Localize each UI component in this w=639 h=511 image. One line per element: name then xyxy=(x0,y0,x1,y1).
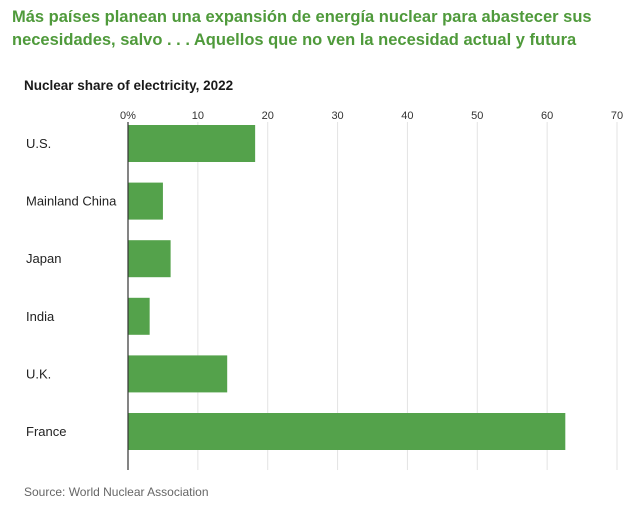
bar-japan xyxy=(128,240,171,278)
category-label: France xyxy=(26,424,66,439)
x-tick-label: 70 xyxy=(611,110,623,122)
x-tick-label: 50 xyxy=(471,110,483,122)
headline: Más países planean una expansión de ener… xyxy=(12,8,592,49)
bar-mainland-china xyxy=(128,182,163,220)
x-tick-label: 0% xyxy=(120,110,136,122)
x-tick-label: 40 xyxy=(401,110,413,122)
bars xyxy=(128,125,566,450)
source-note: Source: World Nuclear Association xyxy=(24,485,209,499)
x-tick-label: 30 xyxy=(331,110,343,122)
category-labels: U.S. Mainland China Japan India U.K. France xyxy=(26,136,117,439)
bar-india xyxy=(128,297,150,335)
category-label: Mainland China xyxy=(26,194,117,209)
category-label: U.S. xyxy=(26,136,51,151)
bar-u-s xyxy=(128,125,256,162)
bar-u-k xyxy=(128,355,228,393)
x-tick-label: 10 xyxy=(192,110,204,122)
bar-france xyxy=(128,413,566,450)
gridlines xyxy=(197,122,618,470)
category-label: India xyxy=(26,309,55,324)
category-label: U.K. xyxy=(26,366,51,381)
x-tick-label: 60 xyxy=(541,110,553,122)
chart-title: Nuclear share of electricity, 2022 xyxy=(24,78,234,93)
x-axis-ticks: 0% 10 20 30 40 50 60 70 xyxy=(120,110,623,122)
x-tick-label: 20 xyxy=(262,110,274,122)
category-label: Japan xyxy=(26,251,61,266)
